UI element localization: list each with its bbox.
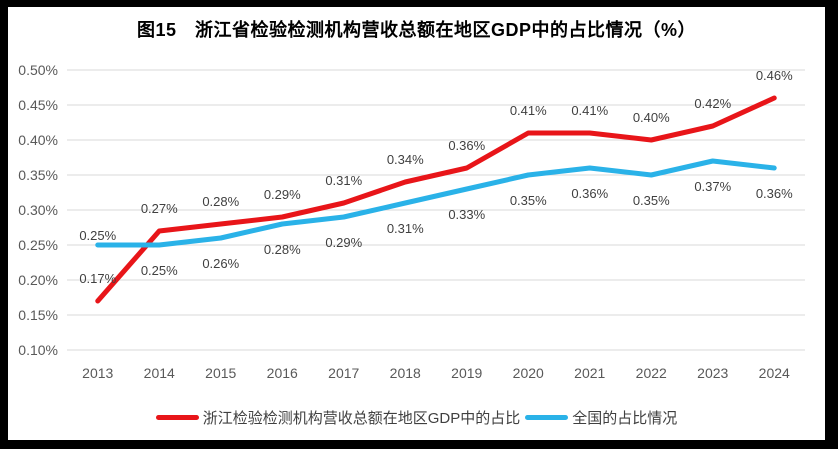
y-axis-tick-label: 0.15%	[18, 307, 58, 323]
data-label: 0.42%	[694, 96, 731, 111]
national-series-swatch	[525, 415, 569, 420]
data-label: 0.28%	[264, 242, 301, 257]
data-label: 0.37%	[694, 179, 731, 194]
chart-container: 图15 浙江省检验检测机构营收总额在地区GDP中的占比情况（%） 0.10% 0.…	[8, 7, 825, 440]
data-label: 0.25%	[141, 263, 178, 278]
data-label: 0.34%	[387, 152, 424, 167]
data-label: 0.35%	[510, 193, 547, 208]
data-label: 0.17%	[79, 271, 116, 286]
data-label: 0.26%	[202, 256, 239, 271]
data-label: 0.35%	[633, 193, 670, 208]
chart-legend: 浙江检验检测机构营收总额在地区GDP中的占比 全国的占比情况	[8, 407, 825, 428]
y-axis-tick-label: 0.25%	[18, 237, 58, 253]
legend-item-national: 全国的占比情况	[525, 407, 677, 428]
chart-title: 图15 浙江省检验检测机构营收总额在地区GDP中的占比情况（%）	[136, 20, 697, 40]
x-axis-tick-label: 2024	[759, 365, 790, 381]
data-label: 0.27%	[141, 201, 178, 216]
data-label: 0.31%	[387, 221, 424, 236]
data-label: 0.41%	[571, 103, 608, 118]
data-label: 0.46%	[756, 68, 793, 83]
y-axis-tick-label: 0.50%	[18, 62, 58, 78]
series-line-0	[95, 95, 777, 304]
data-label: 0.31%	[325, 173, 362, 188]
line-chart-plot-area: 0.10% 0.15% 0.20% 0.25% 0.30% 0.35% 0.40% 0.45%…	[18, 62, 805, 381]
data-label: 0.41%	[510, 103, 547, 118]
y-axis-tick-label: 0.45%	[18, 97, 58, 113]
data-label: 0.28%	[202, 194, 239, 209]
data-label: 0.25%	[79, 228, 116, 243]
x-axis-tick-label: 2023	[697, 365, 728, 381]
data-label: 0.36%	[448, 138, 485, 153]
x-axis-tick-label: 2018	[390, 365, 421, 381]
x-axis-tick-label: 2014	[144, 365, 175, 381]
data-label: 0.29%	[264, 187, 301, 202]
x-axis-tick-label: 2015	[205, 365, 236, 381]
x-axis-tick-label: 2016	[267, 365, 298, 381]
y-axis-tick-label: 0.20%	[18, 272, 58, 288]
legend-item-zhejiang: 浙江检验检测机构营收总额在地区GDP中的占比	[155, 407, 521, 428]
x-axis-tick-label: 2013	[82, 365, 113, 381]
y-axis-tick-label: 0.40%	[18, 132, 58, 148]
data-label: 0.29%	[325, 235, 362, 250]
x-axis-tick-label: 2020	[513, 365, 544, 381]
x-axis-tick-label: 2019	[451, 365, 482, 381]
data-label: 0.36%	[756, 186, 793, 201]
legend-label-zhejiang: 浙江检验检测机构营收总额在地区GDP中的占比	[202, 410, 521, 427]
data-label: 0.36%	[571, 186, 608, 201]
x-axis-tick-label: 2022	[636, 365, 667, 381]
data-label: 0.40%	[633, 110, 670, 125]
x-axis-tick-label: 2021	[574, 365, 605, 381]
zhejiang-series-swatch	[155, 415, 199, 420]
data-label: 0.33%	[448, 207, 485, 222]
series-line-1	[95, 158, 777, 248]
legend-label-national: 全国的占比情况	[572, 410, 678, 427]
x-axis-tick-label: 2017	[328, 365, 359, 381]
y-axis-tick-label: 0.35%	[18, 167, 58, 183]
y-axis-tick-label: 0.10%	[18, 342, 58, 358]
y-axis-tick-label: 0.30%	[18, 202, 58, 218]
